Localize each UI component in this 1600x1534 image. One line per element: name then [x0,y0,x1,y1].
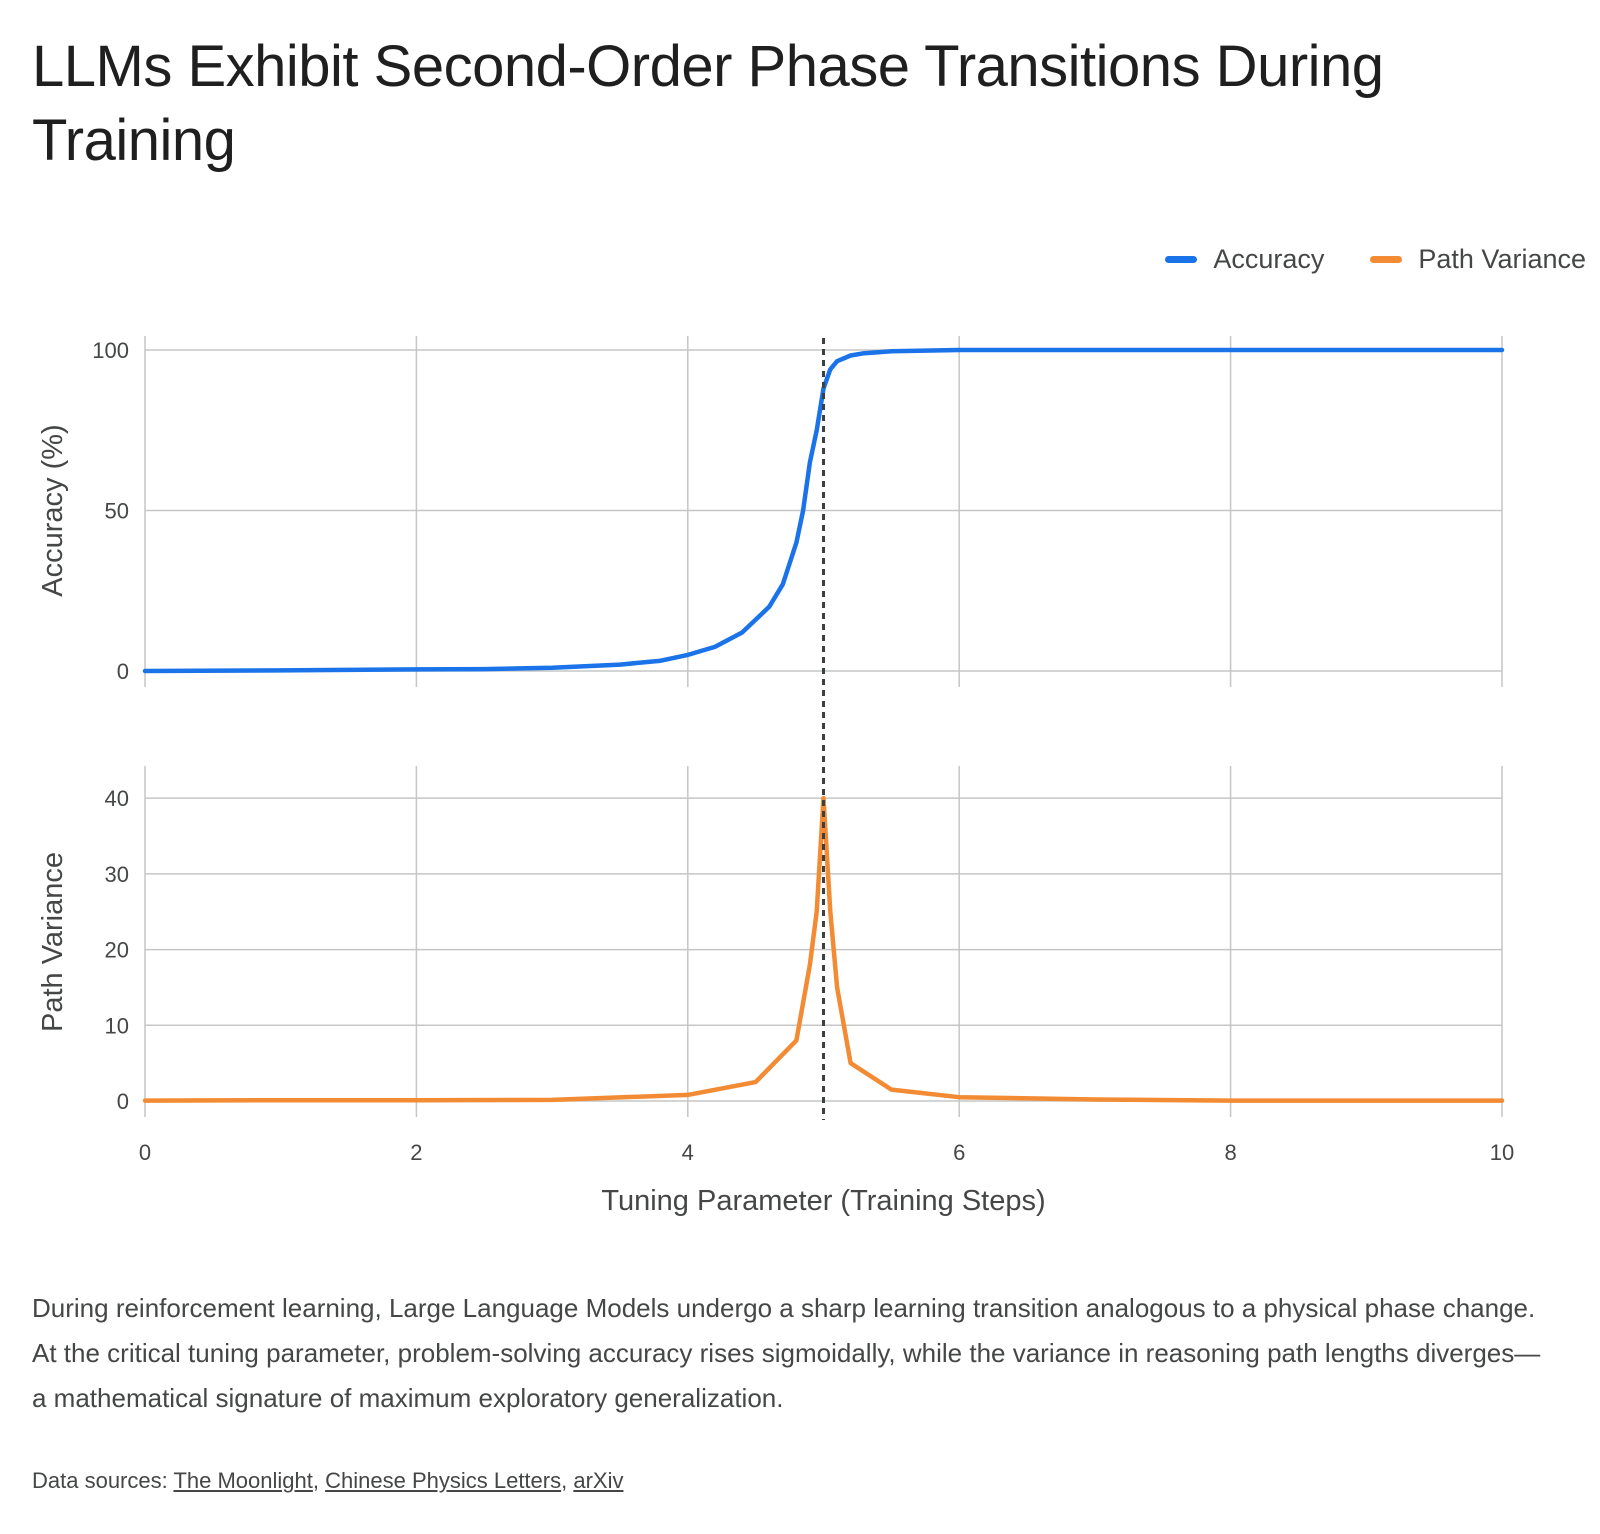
legend-label-path-variance: Path Variance [1418,244,1586,274]
sources-separator: , [561,1468,574,1493]
x-tick-label: 8 [1224,1140,1236,1165]
panel-2-group: 0 10 20 30 40 Path Variance [37,766,1505,1117]
source-link-arxiv[interactable]: arXiv [573,1468,624,1493]
legend-item-accuracy: Accuracy [1165,244,1324,275]
x-tick-label: 6 [953,1140,965,1165]
legend: Accuracy Path Variance [1165,244,1586,275]
panel-2-y-tick-label: 20 [105,938,129,963]
source-link-chinese-physics-letters[interactable]: Chinese Physics Letters [325,1468,562,1493]
panel-1-y-tick-label: 50 [105,499,129,524]
sources-label: Data sources: [32,1468,174,1493]
x-tick-label: 10 [1490,1140,1514,1165]
x-tick-label: 0 [139,1140,151,1165]
panel-1-group: 0 50 100 Accuracy (%) [37,336,1505,687]
panel-2-y-tick-label: 0 [117,1089,129,1114]
panel-1-y-tick-label: 100 [92,338,129,363]
legend-item-path-variance: Path Variance [1370,244,1586,275]
legend-label-accuracy: Accuracy [1213,244,1325,274]
x-tick-label: 2 [410,1140,422,1165]
series-line-accuracy [142,347,1505,674]
data-sources: Data sources: The Moonlight, Chinese Phy… [32,1468,623,1494]
chart-description: During reinforcement learning, Large Lan… [32,1293,1541,1413]
panel-2-y-tick-label: 30 [105,862,129,887]
x-tick-label: 4 [682,1140,694,1165]
panel-1-y-axis-title: Accuracy (%) [37,424,69,596]
legend-swatch-accuracy [1165,256,1198,263]
series-line-path-variance [142,795,1505,1103]
panel-2-y-tick-label: 10 [105,1013,129,1038]
legend-swatch-path-variance [1370,256,1403,263]
sources-separator: , [312,1468,326,1493]
panel-2-y-axis-title: Path Variance [37,852,69,1032]
source-link-moonlight[interactable]: The Moonlight [173,1468,313,1493]
x-axis-title: Tuning Parameter (Training Steps) [601,1185,1045,1217]
page-title: LLMs Exhibit Second-Order Phase Transiti… [32,34,1384,173]
panel-1-y-tick-label: 0 [117,659,129,684]
panel-2-y-tick-label: 40 [105,786,129,811]
